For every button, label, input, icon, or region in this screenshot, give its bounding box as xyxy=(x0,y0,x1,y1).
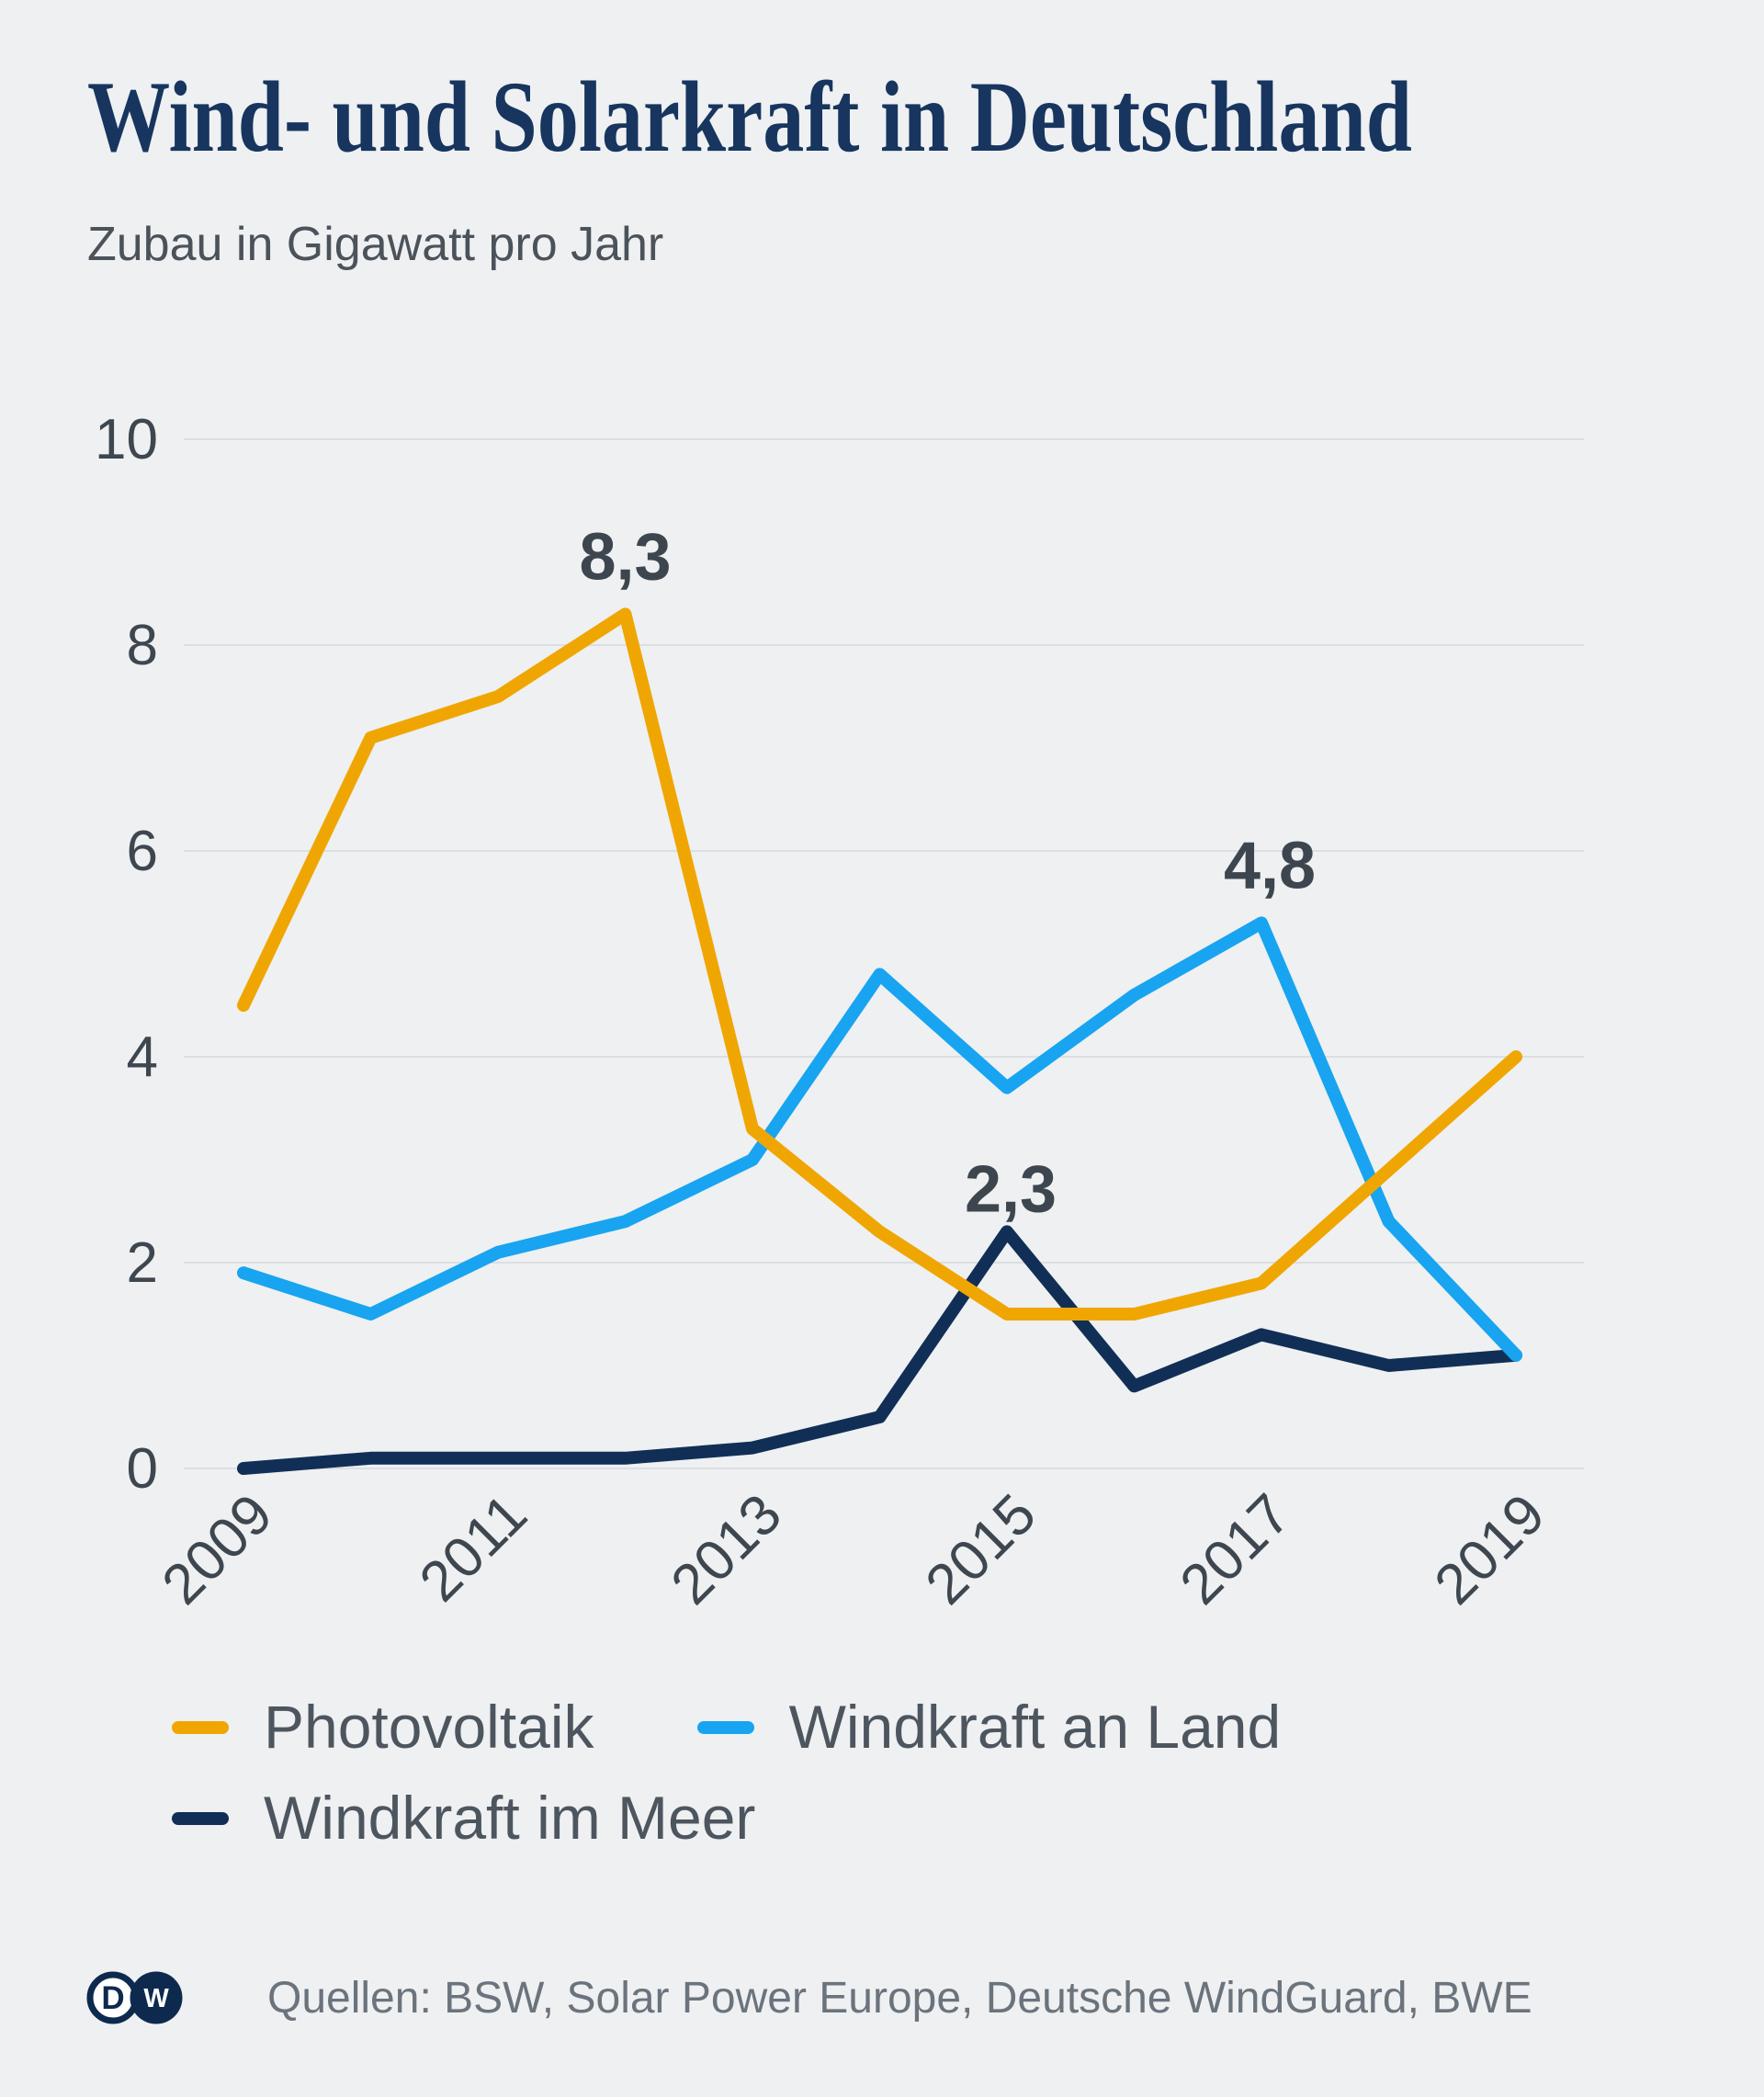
legend-item-windkraft-an-land: Windkraft an Land xyxy=(696,1693,1282,1761)
legend-item-windkraft-im-meer: Windkraft im Meer xyxy=(172,1784,756,1853)
footer: D W Quellen: BSW, Solar Power Europe, De… xyxy=(85,1969,1647,2026)
legend-swatch-windkraft-im-meer xyxy=(172,1811,229,1825)
point-labels: 8,3 4,8 2,3 xyxy=(579,520,1316,1226)
dw-logo-letter-w: W xyxy=(143,1984,169,2013)
legend-swatch-windkraft-an-land xyxy=(696,1720,754,1734)
legend-label-windkraft-an-land: Windkraft an Land xyxy=(788,1693,1282,1761)
legend-swatch-photovoltaik xyxy=(172,1720,229,1734)
dw-logo-disc xyxy=(130,1971,183,2024)
x-tick-label-2011: 2011 xyxy=(408,1482,539,1614)
page-title: Wind- und Solarkraft in Deutschland xyxy=(87,61,1412,173)
chart-legend: Photovoltaik Windkraft an Land Windkraft… xyxy=(172,1695,1532,1851)
x-tick-label-2017: 2017 xyxy=(1169,1482,1303,1616)
x-tick-label-2019: 2019 xyxy=(1423,1482,1557,1616)
dw-logo-letter-d: D xyxy=(101,1980,124,2016)
point-label-photovoltaik-2012: 8,3 xyxy=(579,520,671,594)
x-tick-label-2009: 2009 xyxy=(151,1482,285,1616)
y-tick-label-10: 10 xyxy=(95,408,158,471)
legend-label-windkraft-im-meer: Windkraft im Meer xyxy=(264,1784,756,1853)
series-line-windkraft-an-land xyxy=(237,916,1522,1362)
chart-subtitle: Zubau in Gigawatt pro Jahr xyxy=(87,218,664,271)
legend-label-photovoltaik: Photovoltaik xyxy=(264,1693,594,1761)
y-tick-label-4: 4 xyxy=(127,1026,158,1089)
dw-logo: D W xyxy=(86,1971,183,2024)
y-tick-label-2: 2 xyxy=(127,1231,158,1295)
y-tick-label-8: 8 xyxy=(127,614,158,677)
y-gridlines xyxy=(184,438,1584,1469)
y-axis-labels: 0 2 4 6 8 10 xyxy=(95,408,158,1501)
series-line-windkraft-im-meer xyxy=(237,1225,1522,1475)
x-tick-label-2013: 2013 xyxy=(660,1482,794,1616)
y-tick-label-6: 6 xyxy=(127,820,158,883)
point-label-windkraft-an-land-2017: 4,8 xyxy=(1224,829,1316,902)
x-axis-labels: 2009 2011 2013 2015 2017 2019 xyxy=(151,1482,1557,1616)
y-tick-label-0: 0 xyxy=(127,1437,158,1501)
series-line-photovoltaik xyxy=(237,607,1522,1321)
legend-item-photovoltaik: Photovoltaik xyxy=(172,1695,594,1759)
point-label-windkraft-im-meer-2015: 2,3 xyxy=(965,1152,1057,1226)
x-tick-label-2015: 2015 xyxy=(914,1482,1048,1616)
source-text: Quellen: BSW, Solar Power Europe, Deutsc… xyxy=(267,1973,1532,2023)
